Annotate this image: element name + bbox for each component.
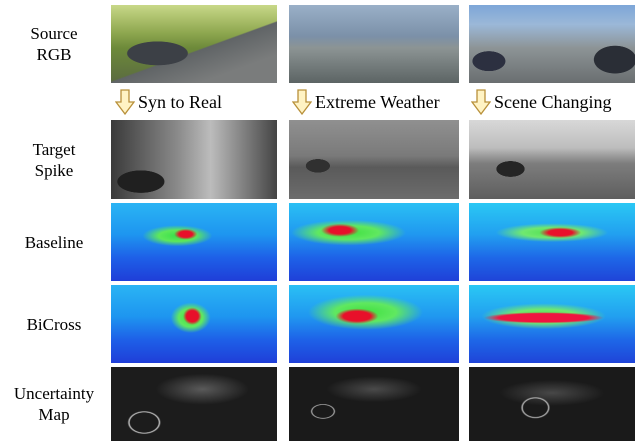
image-panel	[469, 120, 635, 199]
row-label: Uncertainty Map	[0, 367, 108, 441]
row-label: Source RGB	[0, 5, 108, 83]
row-label: BiCross	[0, 285, 108, 363]
transition: Scene Changing	[471, 88, 611, 116]
image-panel	[111, 5, 277, 83]
image-panel	[111, 367, 277, 441]
figure: Source RGB Target Spike Baseline BiCross Unc…	[0, 0, 637, 443]
row-label: Target Spike	[0, 120, 108, 199]
image-panel	[469, 285, 635, 363]
image-panel	[111, 285, 277, 363]
transition-label: Syn to Real	[138, 92, 222, 113]
image-panel	[111, 120, 277, 199]
row-label-text: Source RGB	[30, 23, 77, 65]
row-label-text: Uncertainty Map	[14, 383, 94, 425]
transition-label: Extreme Weather	[315, 92, 440, 113]
image-panel	[469, 367, 635, 441]
image-panel	[289, 5, 459, 83]
row-label-text: Target Spike	[33, 139, 76, 181]
transition: Syn to Real	[115, 88, 222, 116]
row-label-text: Baseline	[25, 232, 84, 253]
image-panel	[469, 203, 635, 281]
transition-label: Scene Changing	[494, 92, 611, 113]
image-panel	[289, 120, 459, 199]
image-panel	[469, 5, 635, 83]
row-label: Baseline	[0, 203, 108, 281]
image-panel	[289, 203, 459, 281]
image-panel	[111, 203, 277, 281]
image-panel	[289, 367, 459, 441]
down-arrow	[471, 89, 491, 115]
down-arrow	[115, 89, 135, 115]
image-panel	[289, 285, 459, 363]
row-label-text: BiCross	[27, 314, 82, 335]
down-arrow	[292, 89, 312, 115]
transition: Extreme Weather	[292, 88, 440, 116]
